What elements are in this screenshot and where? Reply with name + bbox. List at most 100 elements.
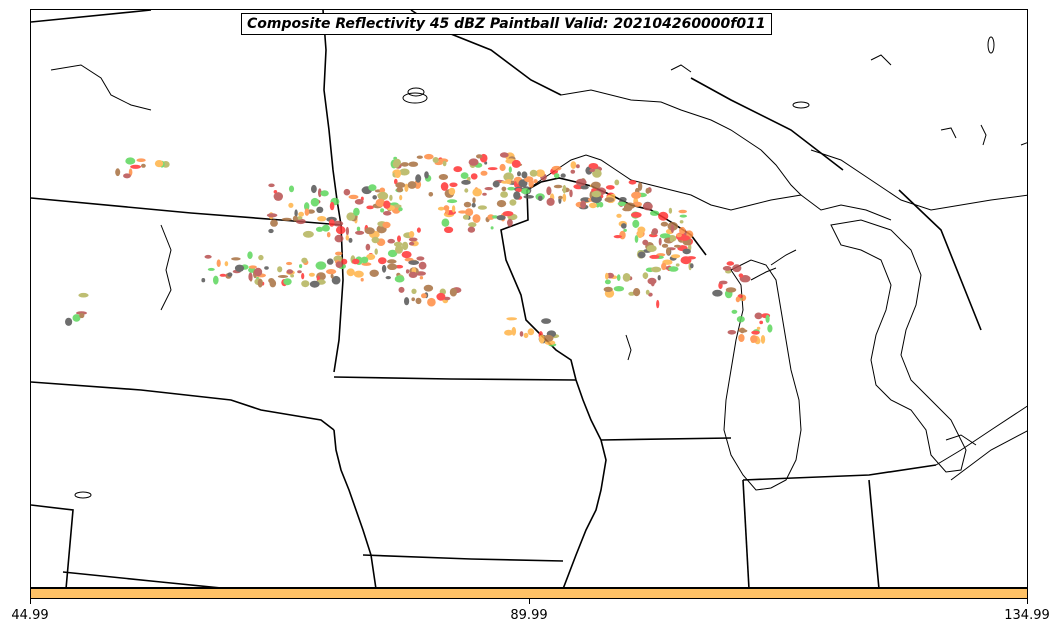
paintball-cell	[387, 249, 398, 258]
paintball-cell	[286, 261, 293, 266]
paintball-cell	[368, 184, 377, 192]
paintball-cell	[637, 226, 646, 234]
paintball-cell	[288, 185, 295, 193]
paintball-cell	[326, 258, 334, 265]
paintball-cell	[501, 186, 507, 192]
paintball-cell	[496, 215, 506, 221]
paintball-cell	[472, 188, 483, 197]
paintball-cells	[65, 152, 773, 347]
paintball-cell	[712, 289, 723, 297]
paintball-cell	[521, 171, 528, 179]
paintball-cell	[546, 186, 552, 196]
paintball-cell	[273, 192, 283, 201]
paintball-cell	[365, 243, 371, 251]
paintball-cell	[395, 182, 406, 189]
paintball-cell	[541, 318, 552, 324]
paintball-cell	[389, 194, 393, 201]
paintball-cell	[628, 180, 637, 185]
paintball-cell	[374, 248, 378, 255]
paintball-cell	[591, 190, 602, 198]
paintball-cell	[320, 190, 329, 197]
paintball-cell	[309, 280, 320, 288]
map-title: Composite Reflectivity 45 dBZ Paintball …	[241, 13, 772, 35]
paintball-cell	[316, 206, 324, 213]
tick-mark	[529, 599, 530, 604]
paintball-cell	[407, 181, 417, 189]
paintball-cell	[445, 208, 450, 215]
paintball-cell	[404, 297, 410, 306]
paintball-cell	[448, 187, 456, 196]
paintball-cell	[297, 270, 302, 274]
paintball-cell	[650, 266, 662, 273]
paintball-cell	[674, 244, 681, 248]
paintball-cell	[372, 195, 378, 200]
paintball-cell	[382, 221, 391, 229]
paintball-cell	[562, 193, 567, 202]
paintball-cell	[290, 274, 294, 278]
paintball-cell	[397, 235, 401, 243]
paintball-cell	[395, 264, 404, 269]
paintball-cell	[400, 162, 409, 167]
paintball-cell	[436, 292, 446, 301]
paintball-cell	[399, 194, 403, 201]
paintball-cell	[518, 179, 528, 188]
paintball-cell	[468, 222, 477, 228]
paintball-cell	[453, 166, 463, 173]
paintball-cell	[418, 261, 427, 270]
paintball-cell	[254, 267, 263, 277]
paintball-cell	[598, 201, 604, 208]
coastlines	[50, 36, 1027, 499]
paintball-cell	[302, 230, 314, 238]
paintball-cell	[310, 197, 320, 207]
paintball-cell	[343, 188, 351, 196]
paintball-cell	[408, 231, 415, 238]
paintball-cell	[523, 332, 529, 339]
paintball-cell	[508, 166, 512, 173]
paintball-cell	[465, 208, 474, 217]
paintball-cell	[580, 200, 587, 209]
paintball-cell	[136, 158, 146, 162]
paintball-cell	[492, 180, 500, 188]
paintball-cell	[464, 188, 469, 193]
paintball-cell	[394, 178, 398, 185]
paintball-cell	[330, 273, 334, 279]
paintball-cell	[637, 251, 646, 259]
paintball-cell	[399, 168, 410, 176]
paintball-cell	[496, 200, 507, 208]
tick-mark	[30, 599, 31, 604]
paintball-cell	[589, 202, 597, 209]
paintball-cell	[65, 317, 73, 326]
paintball-cell	[514, 181, 517, 188]
paintball-cell	[258, 254, 264, 261]
paintball-cell	[442, 160, 447, 167]
paintball-cell	[679, 214, 687, 218]
paintball-cell	[299, 264, 303, 269]
paintball-cell	[682, 248, 691, 255]
paintball-cell	[396, 187, 404, 193]
paintball-cell	[502, 211, 514, 217]
paintball-cell	[248, 272, 253, 281]
paintball-cell	[472, 197, 476, 204]
paintball-cell	[666, 247, 671, 256]
paintball-cell	[551, 165, 562, 171]
paintball-cell	[580, 185, 589, 190]
paintball-cell	[500, 191, 508, 198]
paintball-cell	[331, 275, 341, 285]
paintball-cell	[471, 202, 476, 208]
paintball-cell	[318, 188, 322, 198]
paintball-cell	[645, 187, 650, 194]
paintball-cell	[428, 192, 434, 197]
paintball-cell	[528, 180, 534, 188]
state-boundaries	[31, 10, 982, 587]
paintball-cell	[661, 262, 667, 271]
paintball-cell	[520, 188, 530, 195]
paintball-cell	[369, 269, 379, 277]
paintball-cell	[487, 167, 498, 171]
paintball-cell	[385, 276, 391, 280]
paintball-cell	[553, 184, 563, 189]
paintball-cell	[523, 195, 534, 199]
paintball-cell	[463, 201, 472, 208]
paintball-cell	[288, 202, 294, 208]
paintball-cell	[650, 210, 660, 216]
paintball-cell	[605, 272, 609, 280]
